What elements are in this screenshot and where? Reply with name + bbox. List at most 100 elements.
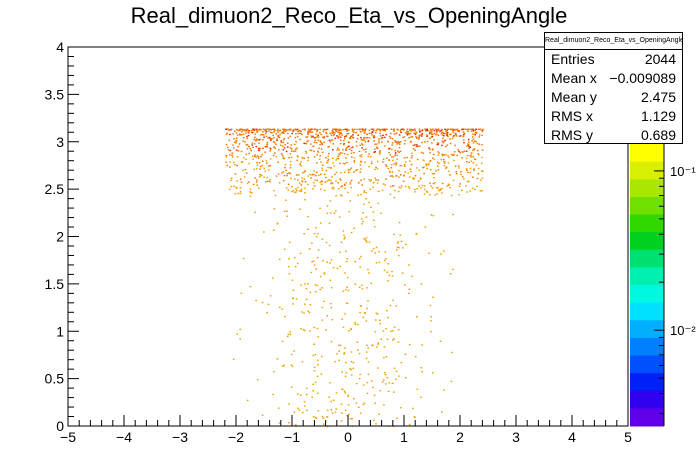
filled-bin	[431, 187, 434, 189]
filled-bin	[437, 129, 439, 132]
filled-bin	[346, 276, 349, 279]
filled-bin	[285, 130, 287, 132]
filled-bin	[230, 185, 233, 188]
filled-bin	[313, 150, 315, 153]
filled-bin	[296, 147, 298, 149]
filled-bin	[299, 132, 301, 134]
filled-bin	[450, 153, 453, 156]
filled-bin	[259, 176, 261, 178]
filled-bin	[375, 166, 377, 169]
filled-bin	[340, 129, 343, 131]
filled-bin	[372, 386, 374, 389]
filled-bin	[473, 148, 476, 150]
filled-bin	[326, 128, 329, 130]
filled-bin	[409, 128, 411, 130]
filled-bin	[377, 190, 380, 192]
filled-bin	[245, 144, 248, 146]
filled-bin	[395, 378, 397, 380]
filled-bin	[278, 306, 281, 308]
filled-bin	[437, 169, 440, 171]
filled-bin	[283, 364, 285, 367]
filled-bin	[331, 139, 334, 141]
filled-bin	[344, 289, 347, 291]
filled-bin	[396, 128, 398, 131]
filled-bin	[404, 185, 407, 188]
filled-bin	[244, 129, 246, 131]
filled-bin	[429, 194, 431, 196]
filled-bin	[295, 141, 297, 143]
filled-bin	[316, 256, 319, 259]
filled-bin	[356, 138, 359, 140]
filled-bin	[424, 141, 426, 143]
filled-bin	[389, 185, 392, 188]
filled-bin	[372, 211, 375, 213]
filled-bin	[386, 271, 389, 273]
filled-bin	[469, 128, 471, 130]
filled-bin	[391, 138, 394, 140]
filled-bin	[472, 162, 475, 164]
filled-bin	[345, 147, 348, 150]
filled-bin	[467, 180, 470, 183]
filled-bin	[458, 185, 461, 188]
filled-bin	[330, 259, 333, 261]
filled-bin	[323, 272, 325, 274]
filled-bin	[470, 154, 473, 156]
filled-bin	[319, 275, 322, 278]
filled-bin	[357, 194, 359, 196]
filled-bin	[394, 150, 397, 152]
filled-bin	[312, 354, 315, 357]
filled-bin	[332, 132, 334, 134]
filled-bin	[290, 144, 293, 146]
filled-bin	[242, 133, 245, 135]
filled-bin	[253, 143, 256, 145]
filled-bin	[378, 250, 380, 253]
filled-bin	[333, 212, 336, 214]
filled-bin	[309, 303, 312, 306]
filled-bin	[341, 371, 343, 373]
filled-bin	[304, 192, 306, 194]
filled-bin	[471, 140, 473, 142]
filled-bin	[329, 132, 331, 135]
filled-bin	[314, 416, 317, 419]
filled-bin	[362, 384, 365, 386]
filled-bin	[323, 136, 326, 138]
filled-bin	[335, 180, 337, 182]
filled-bin	[237, 129, 239, 132]
filled-bin	[474, 131, 477, 134]
filled-bin	[421, 344, 423, 346]
filled-bin	[346, 128, 349, 131]
filled-bin	[398, 143, 401, 145]
filled-bin	[266, 144, 268, 146]
filled-bin	[289, 153, 291, 155]
filled-bin	[328, 244, 331, 247]
x-axis: −5 −4 −3 −2 −1 0 1 2 3 4 5	[60, 415, 632, 445]
filled-bin	[446, 131, 449, 134]
filled-bin	[390, 167, 393, 169]
y-tick-label: 4	[56, 39, 64, 55]
filled-bin	[389, 175, 392, 177]
filled-bin	[433, 158, 436, 161]
filled-bin	[386, 338, 389, 340]
filled-bin	[478, 134, 481, 136]
filled-bin	[371, 134, 373, 136]
filled-bin	[317, 410, 320, 412]
filled-bin	[256, 164, 259, 166]
filled-bin	[335, 171, 338, 173]
x-tick-label: 1	[400, 429, 408, 445]
stats-value: 1.129	[640, 108, 676, 124]
filled-bin	[410, 163, 413, 166]
filled-bin	[391, 175, 393, 177]
filled-bin	[229, 166, 231, 168]
filled-bin	[391, 185, 394, 187]
filled-bin	[363, 149, 365, 151]
filled-bin	[317, 150, 319, 153]
filled-bin	[351, 146, 354, 148]
y-tick-label: 0	[56, 418, 64, 434]
filled-bin	[291, 185, 293, 188]
filled-bin	[273, 370, 275, 373]
filled-bin	[225, 133, 228, 135]
filled-bin	[248, 162, 250, 165]
x-tick-label: −2	[228, 429, 244, 445]
filled-bin	[336, 131, 339, 133]
filled-bin	[426, 128, 428, 130]
